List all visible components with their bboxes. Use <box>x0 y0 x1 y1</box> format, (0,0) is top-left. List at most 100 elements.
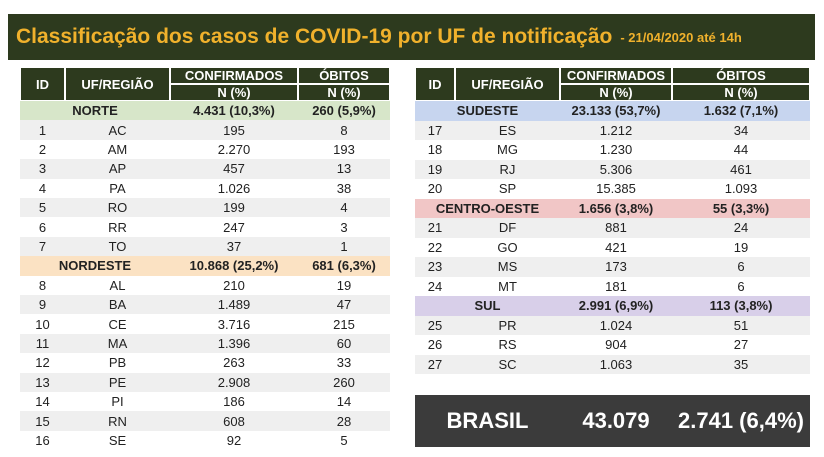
subheader-cell: N (%) <box>560 84 672 101</box>
region-deaths: 681 (6,3%) <box>312 258 376 274</box>
region-confirmed: 1.656 (3,8%) <box>578 200 654 216</box>
row-bg <box>20 411 390 431</box>
uf-cell: SC <box>498 356 517 372</box>
uf-cell: MT <box>498 278 517 294</box>
id-cell: 21 <box>427 220 443 236</box>
total-deaths: 2.741 (6,4%) <box>678 408 804 433</box>
confirmed-cell: 1.063 <box>599 356 633 372</box>
deaths-cell: 4 <box>340 200 348 216</box>
confirmed-cell: 181 <box>605 278 627 294</box>
uf-cell: MS <box>497 259 518 275</box>
uf-cell: AP <box>108 161 127 177</box>
uf-cell: RO <box>107 200 128 216</box>
confirmed-cell: 173 <box>605 259 627 275</box>
id-cell: 24 <box>427 278 443 294</box>
row-bg <box>415 218 810 238</box>
uf-cell: SP <box>498 181 517 197</box>
deaths-cell: 1.093 <box>724 181 758 197</box>
id-cell: 13 <box>35 374 50 390</box>
confirmed-cell: 15.385 <box>596 181 636 197</box>
id-cell: 25 <box>427 317 443 333</box>
id-cell: 5 <box>38 200 47 216</box>
confirmed-cell: 199 <box>223 200 245 216</box>
deaths-cell: 260 <box>333 374 355 390</box>
row-bg <box>415 140 810 160</box>
uf-cell: RN <box>108 413 127 429</box>
deaths-cell: 6 <box>737 259 745 275</box>
row-bg <box>20 353 390 373</box>
region-label: SUDESTE <box>456 103 519 119</box>
uf-cell: AL <box>109 277 126 293</box>
uf-cell: GO <box>497 239 518 255</box>
deaths-cell: 47 <box>336 297 352 313</box>
id-cell: 3 <box>38 161 47 177</box>
confirmed-cell: 195 <box>223 122 245 138</box>
id-cell: 9 <box>38 297 47 313</box>
deaths-cell: 27 <box>733 337 749 353</box>
deaths-cell: 34 <box>733 122 749 138</box>
row-bg <box>20 314 390 334</box>
confirmed-cell: 1.230 <box>599 142 633 158</box>
row-bg <box>20 275 390 295</box>
deaths-cell: 14 <box>336 394 352 410</box>
header-cell: ID <box>415 67 455 101</box>
confirmed-cell: 37 <box>226 238 242 254</box>
row-bg <box>415 257 810 277</box>
region-row <box>415 296 810 316</box>
deaths-cell: 3 <box>340 219 348 235</box>
id-cell: 1 <box>38 122 47 138</box>
row-bg <box>415 120 810 140</box>
deaths-cell: 38 <box>336 180 352 196</box>
confirmed-cell: 608 <box>223 413 245 429</box>
row-bg <box>20 430 390 451</box>
uf-cell: PE <box>108 374 127 390</box>
confirmed-cell: 1.396 <box>217 335 251 351</box>
uf-cell: TO <box>108 238 127 254</box>
confirmed-cell: 92 <box>226 432 242 448</box>
row-bg <box>20 236 390 257</box>
header-cell: ÓBITOS <box>672 67 810 84</box>
confirmed-cell: 263 <box>223 355 245 371</box>
region-confirmed: 10.868 (25,2%) <box>189 258 279 274</box>
id-cell: 18 <box>427 142 443 158</box>
region-deaths: 1.632 (7,1%) <box>703 103 779 119</box>
confirmed-cell: 1.489 <box>217 297 251 313</box>
title-bar: Classificação dos casos de COVID-19 por … <box>8 14 815 60</box>
confirmed-cell: 3.716 <box>217 316 251 332</box>
uf-cell: SE <box>108 432 127 448</box>
row-bg <box>20 198 390 218</box>
subheader-cell: N (%) <box>170 84 298 101</box>
region-row <box>20 101 390 121</box>
uf-cell: AM <box>107 141 128 157</box>
total-confirmed: 43.079 <box>582 408 650 433</box>
region-deaths: 55 (3,3%) <box>712 200 770 216</box>
id-cell: 27 <box>427 356 443 372</box>
confirmed-cell: 1.212 <box>599 122 633 138</box>
row-bg <box>415 159 810 179</box>
id-cell: 19 <box>427 161 443 177</box>
confirmed-cell: 421 <box>605 239 627 255</box>
id-cell: 20 <box>427 181 443 197</box>
deaths-cell: 19 <box>336 277 352 293</box>
uf-cell: ES <box>498 122 517 138</box>
row-bg <box>20 333 390 354</box>
confirmed-cell: 904 <box>605 337 627 353</box>
row-bg <box>20 120 390 140</box>
region-row <box>20 256 390 276</box>
id-cell: 22 <box>427 239 443 255</box>
deaths-cell: 1 <box>340 238 348 254</box>
deaths-cell: 6 <box>737 278 745 294</box>
region-confirmed: 23.133 (53,7%) <box>571 103 661 119</box>
row-bg <box>20 217 390 237</box>
id-cell: 17 <box>427 122 443 138</box>
header-cell: UF/REGIÃO <box>65 67 170 101</box>
id-cell: 23 <box>427 259 443 275</box>
deaths-cell: 13 <box>336 161 352 177</box>
uf-cell: PR <box>498 317 517 333</box>
id-cell: 8 <box>38 277 47 293</box>
row-bg <box>20 295 390 315</box>
region-confirmed: 4.431 (10,3%) <box>193 103 275 119</box>
region-deaths: 113 (3,8%) <box>709 298 773 314</box>
deaths-cell: 24 <box>733 220 749 236</box>
